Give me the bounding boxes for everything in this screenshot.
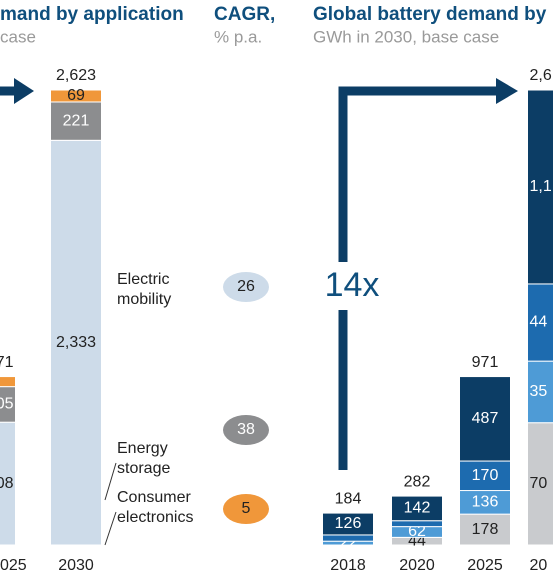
value-label: 08 <box>0 475 14 492</box>
value-label: 142 <box>404 500 431 517</box>
bar-segment <box>322 512 374 536</box>
value-label: 05 <box>0 396 14 413</box>
bar-segment <box>527 89 553 285</box>
value-label: 70 <box>530 475 548 492</box>
value-label: 126 <box>335 515 362 532</box>
bar-segment <box>322 534 374 542</box>
bar-segment <box>391 495 443 522</box>
bar-segment <box>0 386 16 423</box>
value-label: 170 <box>472 467 499 484</box>
bar-segment <box>50 89 102 103</box>
x-tick-label: 20 <box>530 557 548 574</box>
x-tick-label: 025 <box>0 557 27 574</box>
cagr-title: CAGR, <box>214 4 275 25</box>
x-tick-label: 2018 <box>330 557 366 574</box>
series-label: Energy storage <box>117 440 171 477</box>
bar-segment <box>527 360 553 424</box>
cagr-unit: % p.a. <box>214 27 262 46</box>
bar-segment <box>391 520 443 528</box>
cagr-value: 26 <box>237 278 255 295</box>
value-label: 1,1 <box>530 178 552 195</box>
bar-segment <box>0 421 16 546</box>
value-label: 62 <box>408 523 426 540</box>
x-tick-label: 2025 <box>467 557 503 574</box>
cagr-value: 5 <box>242 500 251 517</box>
chart-subtitle: GWh in 2030, base case <box>313 27 499 46</box>
bar-segment <box>50 139 102 546</box>
cagr-badge <box>223 494 269 524</box>
chart-title: Global battery demand by <box>313 4 547 25</box>
value-label: 221 <box>63 112 90 129</box>
series-label: Consumer electronics <box>117 489 194 526</box>
value-label: 178 <box>472 521 499 538</box>
annotation-bg <box>318 262 384 310</box>
growth-arrow <box>338 86 500 470</box>
bar-segment <box>50 101 102 141</box>
bar-segment <box>459 460 511 492</box>
value-label: 69 <box>67 87 85 104</box>
value-label: 35 <box>530 383 548 400</box>
series-label: Electric mobility <box>117 271 172 308</box>
annotation: 14x <box>325 266 380 304</box>
bar-segment <box>527 283 553 362</box>
total-label: 2,623 <box>56 67 96 84</box>
bar-segment <box>459 513 511 546</box>
cagr-badge <box>223 415 269 445</box>
total-label: 971 <box>0 354 14 371</box>
bar-segment <box>0 376 16 388</box>
cagr-value: 38 <box>237 421 255 438</box>
total-label: 184 <box>335 490 362 507</box>
x-tick-label: 2020 <box>399 557 435 574</box>
chart-subtitle: case <box>0 27 36 46</box>
total-label: 282 <box>404 473 431 490</box>
bar-segment <box>459 376 511 462</box>
value-label: 2,333 <box>56 334 96 351</box>
total-label: 2,6 <box>530 67 552 84</box>
value-label: 487 <box>472 410 499 427</box>
arrow-head <box>14 78 34 104</box>
connector <box>104 511 117 546</box>
chart-title: mand by application <box>0 4 184 25</box>
bar-segment <box>527 422 553 546</box>
cagr-badge <box>223 272 269 302</box>
value-label: 136 <box>472 494 499 511</box>
arrow-head <box>496 78 518 104</box>
value-label: 44 <box>530 314 548 331</box>
x-tick-label: 2030 <box>58 557 94 574</box>
total-label: 971 <box>472 354 499 371</box>
connector <box>104 462 117 501</box>
